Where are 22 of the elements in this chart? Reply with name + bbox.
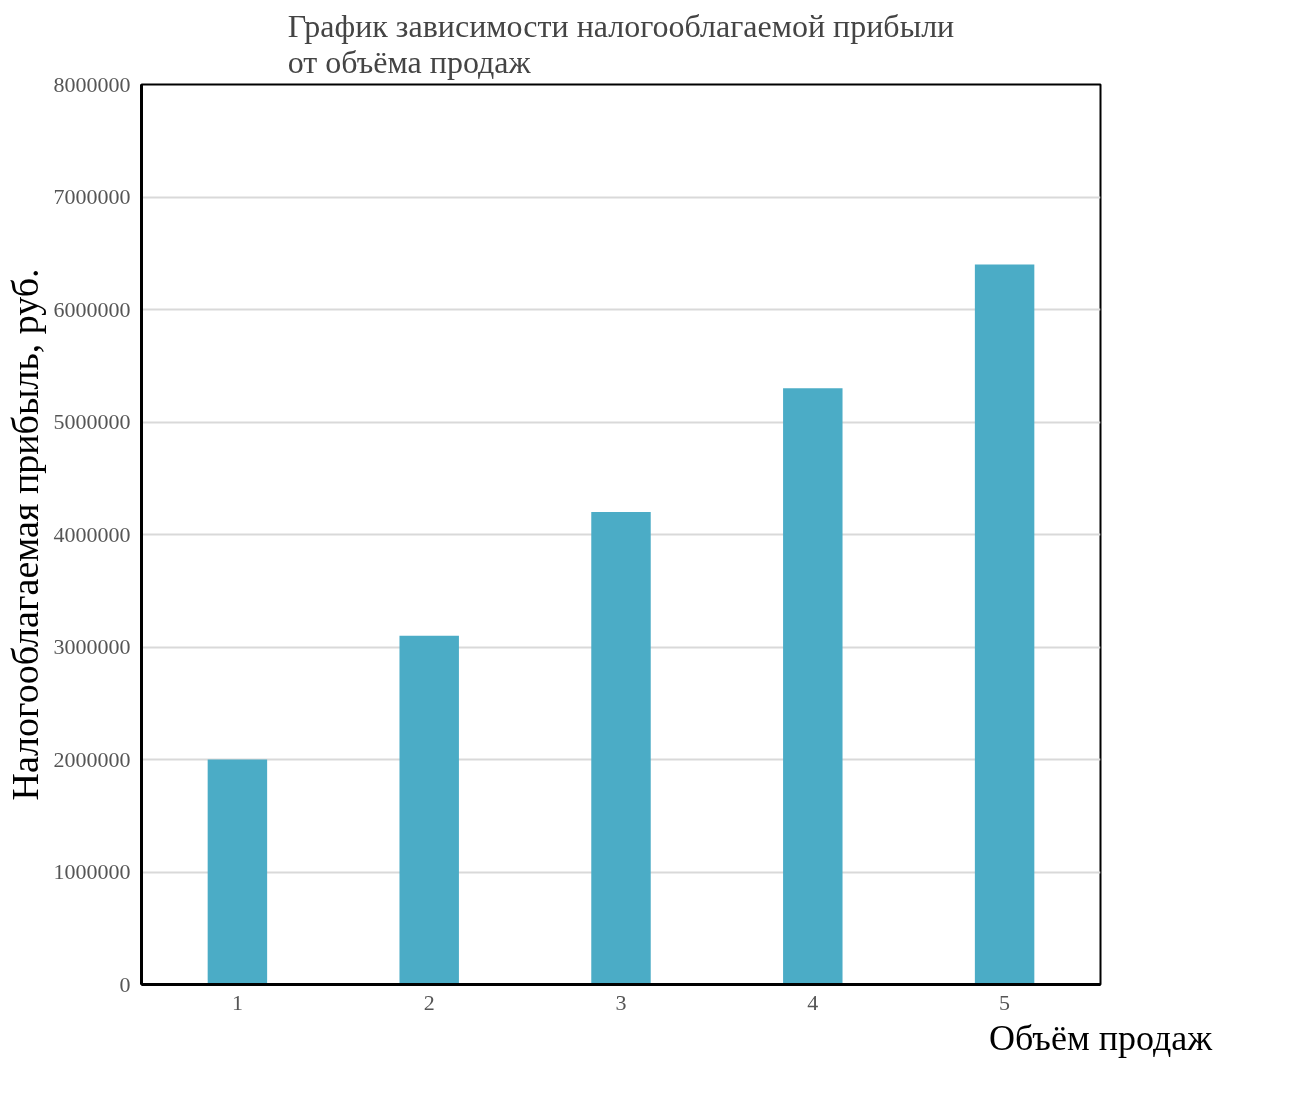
y-tick-label: 3000000: [53, 634, 131, 659]
bar: [399, 635, 459, 985]
x-tick-label: 5: [999, 989, 1011, 1015]
x-tick-label: 1: [231, 989, 243, 1015]
bar: [974, 264, 1035, 985]
y-tick-label: 7000000: [53, 184, 131, 209]
y-tick-label: 8000000: [53, 71, 131, 97]
x-tick-label: 3: [615, 989, 627, 1015]
y-tick-label: 1000000: [53, 859, 131, 884]
y-tick-label: 4000000: [53, 521, 131, 547]
bar: [207, 759, 268, 985]
bar: [783, 388, 843, 985]
bar: [591, 512, 651, 985]
y-tick-label: 2000000: [53, 746, 131, 772]
y-tick-label: 5000000: [53, 409, 131, 434]
chart-title: График зависимости налогооблагаемой прибыли от объёма продаж: [287, 7, 955, 80]
y-tick-label: 0: [119, 971, 131, 997]
y-tick-label: 6000000: [53, 296, 131, 322]
y-axis-title: Налогооблагаемая прибыль, руб.: [3, 268, 46, 801]
x-tick-label: 4: [807, 989, 819, 1015]
x-axis-title: Объём продаж: [988, 1017, 1214, 1058]
x-tick-label: 2: [423, 989, 435, 1015]
